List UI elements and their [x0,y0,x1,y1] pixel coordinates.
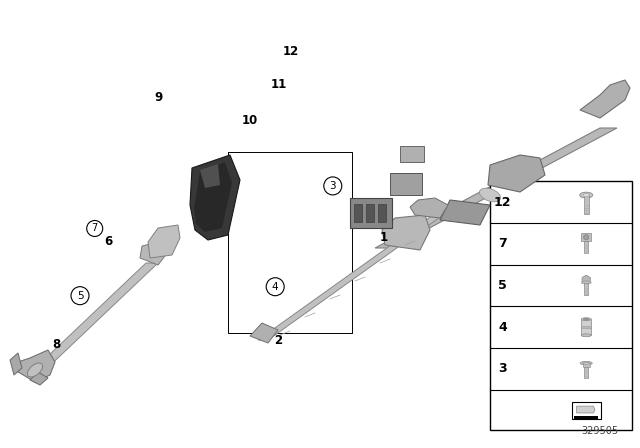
Bar [584,283,588,295]
Polygon shape [10,353,22,375]
Bar [490,181,632,430]
Ellipse shape [583,319,589,320]
Text: 12: 12 [283,45,300,58]
Ellipse shape [582,362,589,364]
Text: 7: 7 [92,224,98,233]
Text: 10: 10 [241,113,258,127]
Bar [581,319,591,335]
Ellipse shape [28,363,43,377]
Ellipse shape [581,318,591,321]
Bar [584,241,588,253]
Text: 9: 9 [155,91,163,104]
Text: 7: 7 [498,237,507,250]
Text: 5: 5 [498,279,507,292]
Polygon shape [190,155,240,240]
Circle shape [71,287,89,305]
Polygon shape [580,80,630,118]
Text: 2: 2 [275,334,282,347]
Bar [400,146,424,162]
Bar [582,363,589,367]
Bar [350,198,392,228]
Circle shape [324,177,342,195]
Ellipse shape [583,194,589,197]
Bar [584,367,588,378]
Polygon shape [200,164,220,188]
Text: 11: 11 [270,78,287,91]
Text: 1: 1 [380,231,388,244]
Text: 3: 3 [499,362,507,375]
Bar [581,233,591,241]
Bar [390,173,422,195]
Text: 4: 4 [498,321,507,334]
Ellipse shape [581,334,591,337]
Ellipse shape [479,188,500,202]
Polygon shape [577,406,595,413]
Polygon shape [440,200,490,225]
Polygon shape [410,198,448,218]
Bar [378,204,386,222]
Polygon shape [140,243,168,265]
Bar [584,195,589,214]
Ellipse shape [580,362,592,365]
Bar [366,204,374,222]
Text: 12: 12 [494,196,511,209]
Polygon shape [194,162,232,232]
Polygon shape [488,155,545,192]
Polygon shape [250,323,278,343]
Polygon shape [258,210,450,340]
Ellipse shape [580,192,593,198]
Text: 5: 5 [77,291,83,301]
Bar [572,402,600,419]
Bar [574,416,598,419]
Ellipse shape [581,281,591,284]
Circle shape [266,278,284,296]
Text: 3: 3 [330,181,336,191]
Polygon shape [582,275,590,283]
Text: 4: 4 [272,282,278,292]
Polygon shape [15,350,55,382]
Text: 8: 8 [52,338,60,352]
Polygon shape [30,372,48,385]
Polygon shape [375,128,617,248]
Bar [581,326,591,328]
Bar [354,204,362,222]
Text: 6: 6 [105,235,113,249]
Polygon shape [382,215,430,250]
Polygon shape [148,225,180,258]
Polygon shape [28,263,158,375]
Text: 329505: 329505 [581,426,619,436]
Polygon shape [584,234,589,240]
Circle shape [87,220,102,237]
